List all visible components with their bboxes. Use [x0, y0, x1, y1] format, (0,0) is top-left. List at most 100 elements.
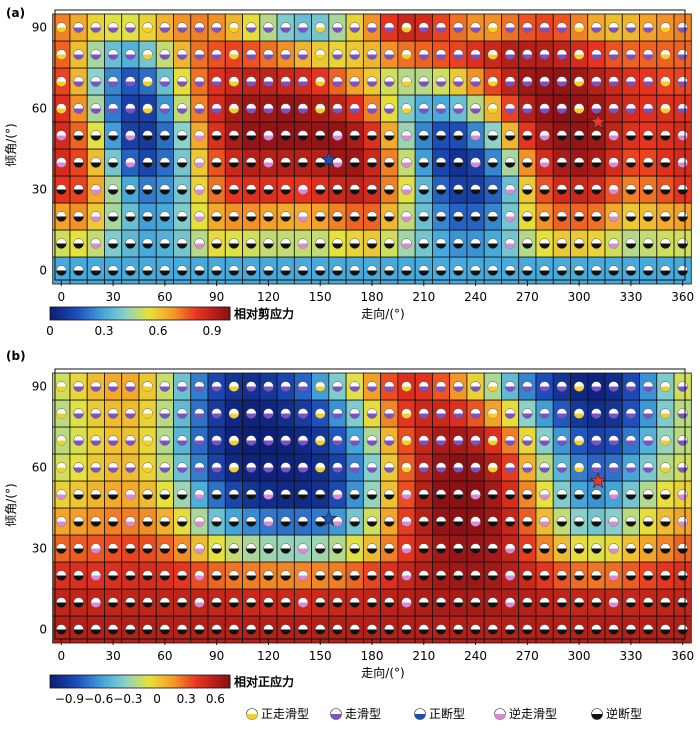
- focal-mechanism-glyph: [56, 570, 67, 581]
- focal-mechanism-glyph: [522, 49, 533, 60]
- focal-mechanism-glyph: [176, 130, 188, 141]
- focal-mechanism-glyph: [504, 157, 516, 168]
- focal-mechanism-glyph: [418, 543, 429, 554]
- focal-mechanism-glyph: [418, 265, 429, 276]
- focal-mechanism-glyph: [332, 184, 343, 195]
- focal-mechanism-glyph: [384, 157, 395, 168]
- focal-mechanism-glyph: [107, 435, 119, 446]
- focal-mechanism-glyph: [90, 130, 102, 141]
- focal-mechanism-glyph: [401, 489, 412, 500]
- focal-mechanism-glyph: [245, 543, 257, 554]
- focal-mechanism-glyph: [384, 238, 395, 249]
- focal-mechanism-glyph: [366, 103, 378, 114]
- focal-mechanism-glyph: [73, 184, 84, 195]
- focal-mechanism-glyph: [73, 22, 84, 33]
- focal-mechanism-glyph: [107, 570, 119, 581]
- reverse-fault-beachball-icon: [591, 708, 603, 720]
- focal-mechanism-glyph: [107, 22, 119, 33]
- focal-mechanism-glyph: [522, 157, 533, 168]
- focal-mechanism-glyph: [539, 435, 550, 446]
- y-tick-label: 0: [39, 264, 47, 278]
- focal-mechanism-glyph: [401, 49, 412, 60]
- focal-mechanism-glyph: [522, 435, 533, 446]
- focal-mechanism-glyph: [608, 543, 619, 554]
- normal-strike-slip-beachball-icon: [246, 708, 258, 720]
- x-tick-label: 300: [568, 649, 591, 663]
- focal-mechanism-glyph: [418, 597, 429, 608]
- focal-mechanism-glyph: [556, 516, 568, 527]
- colorbar-frame: [49, 674, 231, 689]
- focal-mechanism-legend: 正走滑型 走滑型 正断型 逆走滑型 逆断型: [246, 706, 642, 721]
- focal-mechanism-glyph: [453, 211, 464, 222]
- focal-mechanism-glyph: [194, 462, 205, 473]
- focal-mechanism-glyph: [194, 184, 205, 195]
- focal-mechanism-glyph: [401, 238, 412, 249]
- focal-mechanism-glyph: [297, 130, 309, 141]
- focal-mechanism-glyph: [608, 76, 619, 87]
- focal-mechanism-glyph: [539, 489, 550, 500]
- focal-mechanism-glyph: [228, 238, 240, 249]
- focal-mechanism-glyph: [401, 516, 412, 527]
- focal-mechanism-glyph: [107, 157, 119, 168]
- focal-mechanism-glyph: [556, 435, 568, 446]
- focal-mechanism-glyph: [90, 49, 102, 60]
- focal-mechanism-glyph: [384, 408, 395, 419]
- focal-mechanism-glyph: [90, 103, 102, 114]
- legend-label: 逆断型: [606, 706, 642, 721]
- focal-mechanism-glyph: [573, 184, 585, 195]
- focal-mechanism-glyph: [556, 238, 568, 249]
- focal-mechanism-glyph: [522, 130, 533, 141]
- focal-mechanism-glyph: [608, 381, 619, 392]
- x-tick-label: 60: [157, 290, 172, 304]
- focal-mechanism-glyph: [384, 435, 395, 446]
- focal-mechanism-glyph: [280, 211, 291, 222]
- x-axis-title: 走向/(°): [361, 306, 404, 321]
- focal-mechanism-glyph: [401, 435, 412, 446]
- focal-mechanism-glyph: [453, 570, 464, 581]
- focal-mechanism-glyph: [211, 265, 222, 276]
- focal-mechanism-glyph: [660, 570, 671, 581]
- focal-mechanism-glyph: [90, 570, 102, 581]
- focal-mechanism-glyph: [176, 489, 188, 500]
- focal-mechanism-glyph: [245, 49, 257, 60]
- focal-mechanism-glyph: [142, 570, 153, 581]
- focal-mechanism-glyph: [263, 49, 274, 60]
- focal-mechanism-glyph: [194, 597, 205, 608]
- focal-mechanism-glyph: [435, 489, 447, 500]
- focal-mechanism-glyph: [73, 543, 84, 554]
- focal-mechanism-glyph: [539, 103, 550, 114]
- focal-mechanism-glyph: [384, 543, 395, 554]
- focal-mechanism-glyph: [349, 238, 360, 249]
- focal-mechanism-glyph: [194, 103, 205, 114]
- focal-mechanism-glyph: [211, 130, 222, 141]
- focal-mechanism-glyph: [487, 76, 499, 87]
- focal-mechanism-glyph: [90, 435, 102, 446]
- focal-mechanism-glyph: [453, 157, 464, 168]
- focal-mechanism-glyph: [125, 184, 136, 195]
- focal-mechanism-glyph: [642, 211, 654, 222]
- focal-mechanism-glyph: [73, 570, 84, 581]
- focal-mechanism-glyph: [660, 462, 671, 473]
- focal-mechanism-glyph: [504, 570, 516, 581]
- focal-mechanism-glyph: [297, 435, 309, 446]
- focal-mechanism-glyph: [366, 130, 378, 141]
- focal-mechanism-glyph: [142, 157, 153, 168]
- focal-mechanism-glyph: [125, 516, 136, 527]
- focal-mechanism-glyph: [297, 211, 309, 222]
- focal-mechanism-glyph: [677, 130, 688, 141]
- focal-mechanism-glyph: [642, 462, 654, 473]
- focal-mechanism-glyph: [194, 489, 205, 500]
- focal-mechanism-glyph: [470, 624, 481, 635]
- focal-mechanism-glyph: [591, 435, 602, 446]
- focal-mechanism-glyph: [263, 624, 274, 635]
- focal-mechanism-glyph: [418, 624, 429, 635]
- focal-mechanism-glyph: [263, 265, 274, 276]
- focal-mechanism-glyph: [176, 211, 188, 222]
- x-tick-label: 30: [105, 290, 120, 304]
- focal-mechanism-glyph: [332, 597, 343, 608]
- focal-mechanism-glyph: [418, 184, 429, 195]
- colorbar: −0.9 −0.6 −0.3 0 0.3 0.6 相对正应力: [49, 674, 294, 706]
- focal-mechanism-glyph: [418, 49, 429, 60]
- focal-mechanism-glyph: [453, 408, 464, 419]
- focal-mechanism-glyph: [349, 516, 360, 527]
